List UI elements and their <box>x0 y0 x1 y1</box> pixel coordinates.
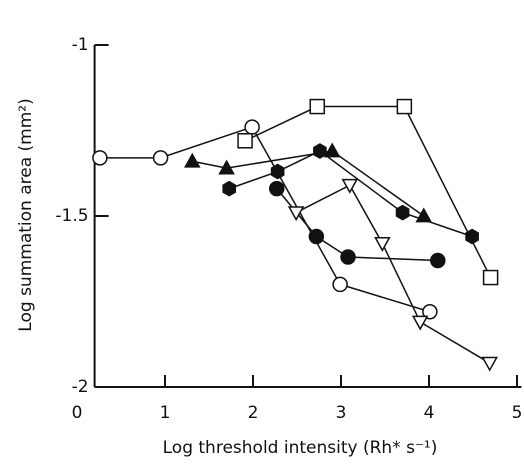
marker <box>465 228 479 245</box>
marker <box>270 163 285 180</box>
series-line <box>295 184 491 364</box>
marker <box>244 119 260 135</box>
marker <box>482 269 499 286</box>
y-tick-label: -1 <box>72 35 89 55</box>
marker <box>309 98 325 115</box>
y-tick-label: -1.5 <box>55 206 88 226</box>
marker <box>152 150 169 166</box>
x-tick-label: 3 <box>336 403 347 423</box>
x-tick-label: 1 <box>160 403 171 423</box>
x-tick-label: 5 <box>512 403 523 423</box>
series-line <box>99 126 431 313</box>
x-tick-label: 2 <box>248 403 259 423</box>
marker <box>313 143 327 159</box>
marker <box>374 237 391 252</box>
y-axis-label: Log summation area (mm²) <box>16 98 36 331</box>
marker <box>222 180 237 197</box>
marker <box>184 152 201 168</box>
marker <box>308 228 325 245</box>
marker <box>332 276 348 293</box>
marker <box>287 206 305 222</box>
marker <box>422 304 438 320</box>
marker <box>237 133 253 149</box>
marker <box>323 142 341 158</box>
marker <box>481 356 498 372</box>
series-line <box>244 105 492 278</box>
marker <box>396 98 413 115</box>
marker <box>269 180 285 197</box>
marker <box>341 178 359 194</box>
x-tick-label: 0 <box>72 403 83 423</box>
marker <box>395 204 410 221</box>
marker <box>411 315 429 331</box>
marker <box>340 249 356 265</box>
marker <box>218 159 235 175</box>
x-axis-label: Log threshold intensity (Rh* s⁻¹) <box>163 438 438 458</box>
series-line <box>192 150 425 217</box>
marker <box>92 150 108 166</box>
x-tick-label: 4 <box>424 403 435 423</box>
y-tick-label: -2 <box>72 377 89 397</box>
marker <box>430 252 446 269</box>
